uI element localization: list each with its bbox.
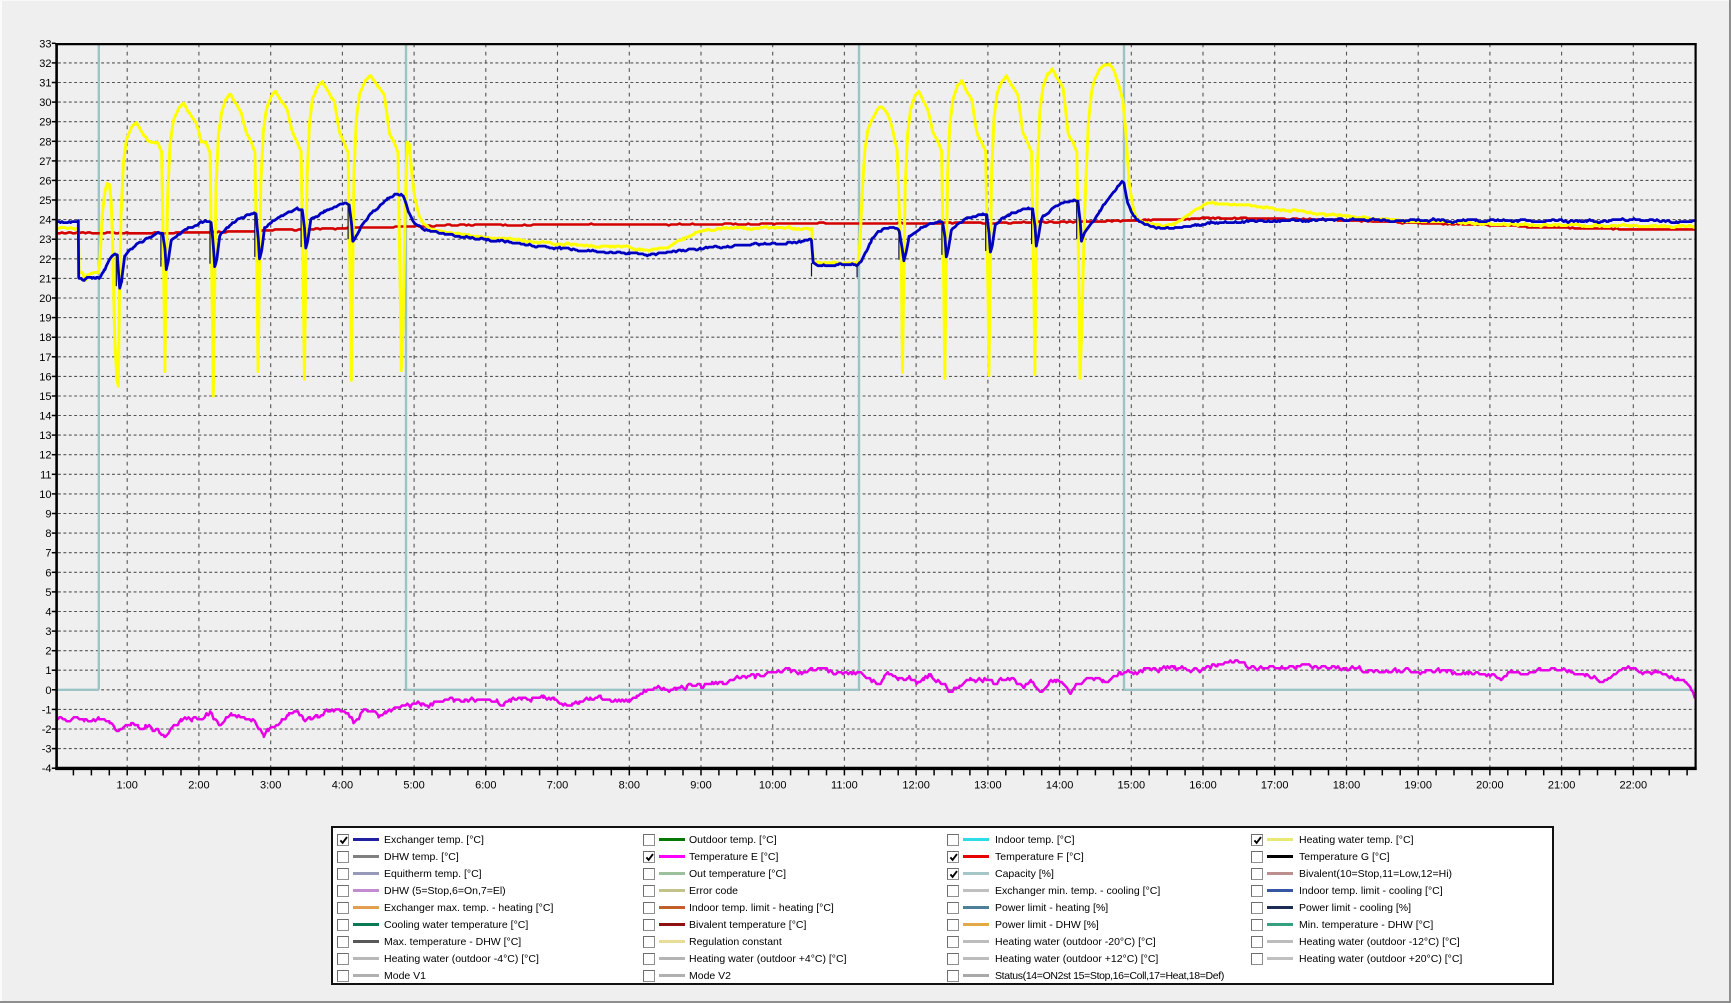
svg-text:2: 2	[45, 646, 51, 658]
svg-text:25: 25	[39, 195, 51, 207]
svg-text:27: 27	[39, 156, 51, 168]
svg-text:22: 22	[39, 254, 51, 266]
svg-text:14:00: 14:00	[1046, 780, 1074, 792]
svg-text:11: 11	[40, 469, 51, 481]
svg-text:1:00: 1:00	[116, 780, 137, 792]
svg-text:23: 23	[39, 234, 51, 246]
svg-text:21: 21	[39, 273, 51, 285]
svg-text:21:00: 21:00	[1548, 780, 1576, 792]
svg-text:10:00: 10:00	[759, 780, 787, 792]
svg-text:5: 5	[45, 587, 51, 599]
svg-text:10: 10	[39, 489, 51, 501]
svg-text:13: 13	[39, 430, 51, 442]
svg-text:-1: -1	[42, 704, 52, 716]
svg-text:14: 14	[39, 411, 51, 423]
svg-text:20:00: 20:00	[1476, 780, 1504, 792]
svg-text:12:00: 12:00	[902, 780, 930, 792]
svg-text:-4: -4	[42, 763, 52, 775]
svg-text:15: 15	[39, 391, 51, 403]
svg-text:11:00: 11:00	[831, 780, 858, 792]
svg-text:12: 12	[39, 450, 51, 462]
svg-text:24: 24	[39, 215, 51, 227]
svg-text:16:00: 16:00	[1189, 780, 1217, 792]
svg-text:19: 19	[39, 313, 51, 325]
svg-text:6:00: 6:00	[475, 780, 496, 792]
svg-text:19:00: 19:00	[1404, 780, 1432, 792]
svg-text:15:00: 15:00	[1118, 780, 1146, 792]
svg-text:20: 20	[39, 293, 51, 305]
svg-text:3: 3	[45, 626, 51, 638]
svg-text:9:00: 9:00	[690, 780, 711, 792]
svg-text:32: 32	[39, 58, 51, 70]
svg-text:17: 17	[39, 352, 51, 364]
svg-text:5:00: 5:00	[403, 780, 424, 792]
svg-text:-3: -3	[42, 744, 52, 756]
svg-text:31: 31	[39, 78, 51, 90]
svg-text:-2: -2	[42, 724, 52, 736]
svg-text:18: 18	[39, 332, 51, 344]
svg-text:13:00: 13:00	[974, 780, 1002, 792]
svg-text:8: 8	[45, 528, 51, 540]
svg-text:26: 26	[39, 175, 51, 187]
svg-text:17:00: 17:00	[1261, 780, 1289, 792]
svg-text:29: 29	[39, 117, 51, 129]
svg-text:33: 33	[39, 38, 51, 50]
svg-text:2:00: 2:00	[188, 780, 209, 792]
svg-text:4: 4	[45, 607, 51, 619]
svg-text:4:00: 4:00	[332, 780, 353, 792]
svg-text:16: 16	[39, 371, 51, 383]
svg-text:28: 28	[39, 136, 51, 148]
svg-text:30: 30	[39, 97, 51, 109]
svg-text:22:00: 22:00	[1620, 780, 1648, 792]
svg-text:6: 6	[45, 567, 51, 579]
svg-text:0: 0	[45, 685, 51, 697]
svg-text:3:00: 3:00	[260, 780, 281, 792]
svg-text:18:00: 18:00	[1333, 780, 1361, 792]
svg-text:1: 1	[45, 665, 51, 677]
svg-text:9: 9	[45, 509, 51, 521]
svg-text:7:00: 7:00	[547, 780, 568, 792]
svg-text:8:00: 8:00	[619, 780, 640, 792]
svg-text:7: 7	[45, 548, 51, 560]
